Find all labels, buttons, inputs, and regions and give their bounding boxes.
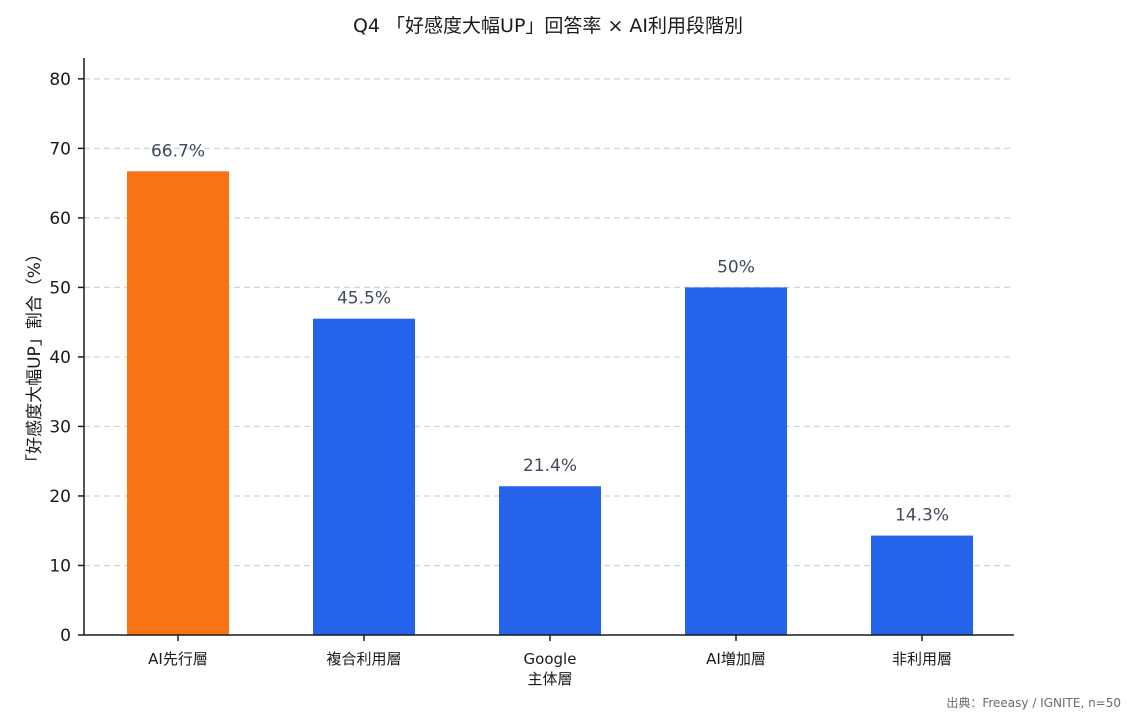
data-label: 21.4% [523, 456, 577, 476]
bar [313, 318, 415, 635]
x-tick-label: 非利用層 [892, 650, 952, 668]
bar [685, 287, 787, 635]
x-tick-label: AI先行層 [148, 650, 208, 668]
y-tick-label: 20 [49, 487, 71, 507]
bar [127, 171, 229, 635]
y-tick-label: 0 [60, 626, 71, 646]
y-tick-label: 40 [49, 348, 71, 368]
y-tick-label: 70 [49, 139, 71, 159]
data-label: 14.3% [895, 506, 949, 526]
y-axis-label: 「好感度大幅UP」割合（%） [25, 245, 45, 471]
x-tick-label: 複合利用層 [326, 650, 401, 668]
source-note: 出典：Freeasy / IGNITE, n=50 [946, 696, 1121, 710]
data-label: 45.5% [337, 289, 391, 309]
y-tick-label: 80 [49, 70, 71, 90]
axes [83, 58, 1014, 636]
x-tick-label: AI増加層 [706, 650, 766, 668]
y-tick-label: 60 [49, 209, 71, 229]
bar [871, 535, 973, 635]
y-tick-labels: 0 10 20 30 40 50 60 70 80 [49, 70, 84, 646]
x-tick-label: 主体層 [527, 670, 572, 688]
gridlines [84, 78, 1014, 567]
x-tick-label: Google [524, 650, 577, 668]
y-tick-label: 30 [49, 417, 71, 437]
x-tick-labels: AI先行層 複合利用層 Google 主体層 AI増加層 非利用層 [148, 635, 952, 688]
bar [499, 486, 601, 635]
y-tick-label: 10 [49, 556, 71, 576]
bars [127, 171, 973, 635]
y-tick-label: 50 [49, 278, 71, 298]
data-label: 66.7% [151, 141, 205, 161]
data-label: 50% [717, 257, 755, 277]
chart-title: Q4 「好感度大幅UP」回答率 × AI利用段階別 [353, 15, 743, 37]
data-labels: 66.7% 45.5% 21.4% 50% 14.3% [151, 141, 949, 525]
